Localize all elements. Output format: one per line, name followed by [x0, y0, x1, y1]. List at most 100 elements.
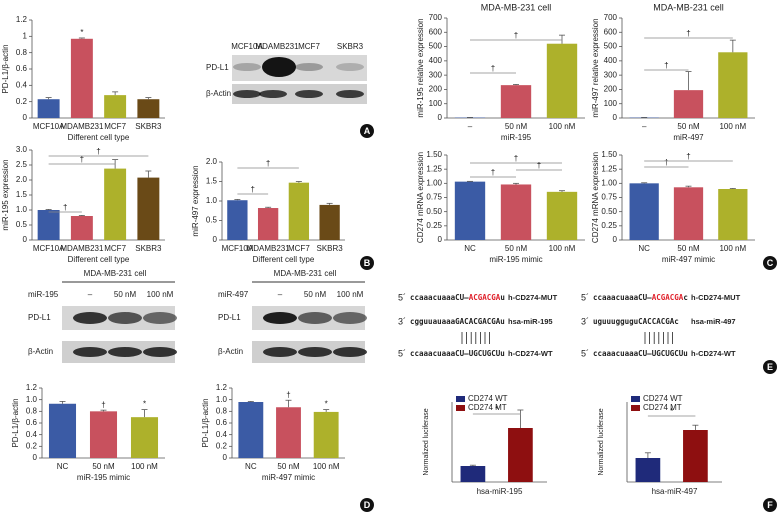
error-bar — [141, 409, 148, 418]
blot-band — [336, 63, 364, 71]
seq-part: cgguuauaaaGACACGACGAu — [410, 317, 505, 326]
annotation: * — [143, 400, 146, 409]
seq-part: ccaaacuaaaCU— — [410, 293, 469, 302]
x-tick-label: 100 nM — [131, 462, 158, 471]
error-bar — [729, 39, 736, 53]
y-axis-label: PD-L1/β-actin — [11, 398, 20, 447]
error-bar — [513, 182, 519, 185]
legend-swatch — [456, 396, 465, 402]
y-tick-label: 0.2 — [216, 441, 228, 450]
annotation: † — [96, 147, 100, 156]
error-bar — [685, 71, 692, 91]
y-tick-label: 200 — [429, 85, 443, 94]
seq-end: 3´ — [398, 316, 406, 326]
x-tick-label: MCF10A — [222, 244, 254, 253]
y-tick-label: 0.25 — [426, 221, 442, 230]
blot-band — [295, 90, 323, 98]
bar — [319, 204, 340, 240]
y-tick-label: 0.6 — [16, 64, 28, 73]
seq-label: hsa-miR-497 — [691, 317, 736, 326]
x-tick-label: – — [642, 122, 647, 131]
error-bar — [265, 206, 272, 209]
blot-band — [73, 312, 107, 324]
x-tick-label: MCF7 — [104, 244, 126, 253]
error-bar — [469, 464, 476, 466]
bar — [48, 403, 77, 458]
y-tick-label: 0.6 — [216, 418, 228, 427]
row-label: β-Actin — [206, 89, 231, 98]
x-tick-label: hsa-miR-195 — [477, 487, 523, 496]
sequence: ccaaacuaaaCU—UGCUGCUu — [593, 349, 688, 358]
panel-letter: D — [364, 500, 371, 510]
x-axis-label: miR-195 mimic — [77, 473, 130, 482]
y-tick-label: 1.25 — [601, 164, 617, 173]
y-tick-label: 500 — [429, 42, 443, 51]
seq-end: 5´ — [581, 348, 589, 358]
bar — [276, 407, 301, 458]
bar — [629, 183, 659, 240]
y-axis-label: miR-497 expression — [191, 165, 200, 236]
blot-band — [298, 312, 332, 324]
x-axis-label: miR-195 mimic — [489, 255, 542, 264]
row-label: β-Actin — [28, 347, 53, 356]
bar — [70, 216, 93, 240]
panel-letter: C — [767, 258, 774, 268]
blot-band — [233, 90, 261, 98]
y-tick-label: 2.5 — [16, 160, 28, 169]
y-tick-label: 0 — [438, 235, 443, 244]
bar — [454, 181, 486, 240]
blot-band — [108, 347, 142, 357]
seq-part: u — [500, 293, 505, 302]
y-tick-label: 1.2 — [16, 15, 28, 24]
blot-band — [233, 63, 261, 71]
error-bar — [513, 84, 519, 86]
sequence: ccaaacuaaaCU—UGCUGCUu — [410, 349, 505, 358]
sequence: uguuugguguCACCACGAc — [593, 317, 679, 326]
lane-label: – — [88, 290, 93, 299]
blot-band — [73, 347, 107, 357]
row-label: PD-L1 — [28, 313, 51, 322]
y-tick-label: 2.0 — [16, 175, 28, 184]
error-bar — [517, 409, 524, 428]
blot-title: MDA-MB-231 cell — [274, 269, 337, 278]
row-label: PD-L1 — [206, 63, 229, 72]
y-tick-label: 1.0 — [16, 205, 28, 214]
annotation: † — [80, 155, 84, 164]
bar — [460, 466, 486, 482]
x-tick-label: NC — [464, 244, 476, 253]
seq-part: ccaaacuaaaCU—UGCUGCUu — [593, 349, 688, 358]
y-tick-label: 0.5 — [16, 220, 28, 229]
x-axis-label: miR-195 — [501, 133, 532, 142]
y-tick-label: 700 — [429, 13, 443, 22]
error-bar — [295, 181, 302, 183]
y-tick-label: 0.2 — [16, 97, 28, 106]
blot-band — [108, 312, 142, 324]
y-tick-label: 300 — [604, 70, 618, 79]
bar — [635, 458, 661, 482]
bar — [500, 184, 532, 240]
seq-part: uguuugguguCACCACGAc — [593, 317, 679, 326]
error-bar — [100, 409, 107, 412]
bar — [673, 187, 704, 240]
lane-label: 100 nM — [147, 290, 174, 299]
panel-badge — [763, 256, 777, 270]
error-bar — [45, 97, 52, 100]
y-tick-label: 1.5 — [16, 190, 28, 199]
chart-title: MDA-MB-231 cell — [653, 2, 724, 12]
y-tick-label: 100 — [429, 99, 443, 108]
error-bar — [692, 424, 699, 430]
y-tick-label: 0 — [613, 113, 618, 122]
y-tick-label: 0.25 — [601, 221, 617, 230]
x-axis-label: miR-497 mimic — [262, 473, 315, 482]
bar — [313, 411, 339, 458]
bar — [227, 200, 248, 240]
y-axis-label: miR-195 relative expression — [416, 18, 425, 117]
annotation: † — [286, 390, 290, 399]
bar — [546, 43, 578, 118]
y-tick-label: 600 — [604, 27, 618, 36]
x-tick-label: NC — [245, 462, 257, 471]
annotation: † — [491, 168, 495, 177]
blot-title: MDA-MB-231 cell — [84, 269, 147, 278]
lane-label: 50 nM — [304, 290, 327, 299]
x-tick-label: SKBR3 — [135, 244, 162, 253]
